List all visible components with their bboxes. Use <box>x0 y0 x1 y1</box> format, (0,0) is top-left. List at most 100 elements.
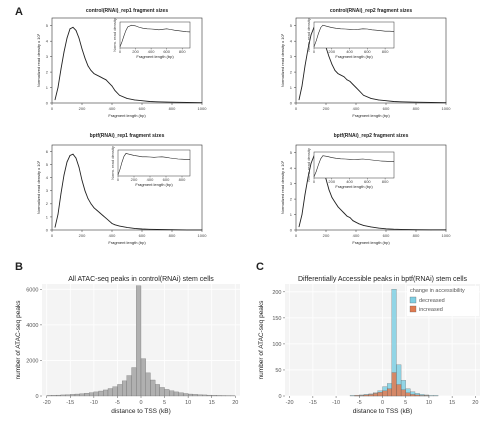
b-bar <box>216 395 222 397</box>
a2-point <box>349 81 351 82</box>
a1-point <box>105 79 107 81</box>
a4-xtick-label: 200 <box>323 233 330 238</box>
c-bar <box>387 388 392 397</box>
chart-b: All ATAC-seq peaks in control(RNAi) stem… <box>15 276 240 415</box>
c-xtick-label: 20 <box>472 400 478 406</box>
a1-point <box>141 100 143 102</box>
a2-ytick-label: 2 <box>290 69 293 74</box>
a2-point <box>310 34 312 36</box>
a1-series-line <box>54 26 203 104</box>
panel-label-a: A <box>15 6 23 18</box>
a2-point <box>346 79 348 81</box>
a2-point <box>378 99 379 101</box>
a4-xtick-label: 0 <box>295 233 298 238</box>
a2-inset-xtick-label: 600 <box>364 49 371 54</box>
b-bar <box>65 394 71 397</box>
a4-inset-xtick-label: 800 <box>382 179 389 184</box>
a2-inset-xtick-label: 0 <box>313 49 316 54</box>
b-bar <box>98 390 104 397</box>
a3-point <box>186 229 188 231</box>
a3-point <box>93 207 95 209</box>
a3-point <box>75 157 77 159</box>
a3-ytick-label: 2 <box>46 201 49 206</box>
b-xtick-label: 5 <box>163 400 166 406</box>
a4-inset-xtick-label: 600 <box>364 179 371 184</box>
a2-inset-xtick-label: 400 <box>346 49 353 54</box>
b-bar <box>122 380 127 397</box>
a2-ylabel: Normalized read density x 10³ <box>280 33 285 87</box>
a4-point <box>325 178 327 180</box>
a1-inset-xtick-label: 800 <box>179 49 186 54</box>
a3-point <box>99 212 101 214</box>
c-bar <box>433 395 439 397</box>
c-xtick-label: 5 <box>404 400 407 406</box>
b-xtick-label: -5 <box>115 400 120 406</box>
c-legend-swatch <box>409 305 417 313</box>
a2-inset-xtick-label: 800 <box>382 49 389 54</box>
a3-inset-ylabel: Norm. read density <box>110 146 115 180</box>
a1-point <box>102 77 104 79</box>
b-bar <box>164 389 170 397</box>
a2-point <box>355 87 357 88</box>
a3-point <box>201 229 203 231</box>
a1-ylabel: Normalized read density x 10³ <box>36 33 41 87</box>
panel-label-c: C <box>256 261 264 273</box>
a4-point <box>415 229 417 231</box>
b-bar <box>178 392 184 397</box>
a4-ytick-label: 5 <box>290 150 293 155</box>
a2-point <box>340 74 342 76</box>
a1-inset-xtick-label: 200 <box>132 49 139 54</box>
a4-ytick-label: 3 <box>290 181 293 186</box>
a4-ytick-label: 0 <box>290 227 293 232</box>
a1-inset-frame <box>119 21 191 49</box>
a3-point <box>78 166 80 168</box>
a1-point <box>171 101 173 103</box>
c-xlabel: distance to TSS (kB) <box>353 408 413 415</box>
a4-point <box>343 212 345 214</box>
a1-point <box>57 87 59 88</box>
a2-point <box>307 48 309 50</box>
c-title: Differentially Accessible peaks in bptf(… <box>298 276 468 283</box>
a3-point <box>60 193 62 194</box>
b-bar <box>145 372 151 397</box>
a4-xtick-label: 1000 <box>442 233 452 238</box>
a3-point <box>57 213 59 215</box>
a2-xtick-label: 400 <box>353 106 360 111</box>
c-legend-box <box>407 286 479 316</box>
a2-point <box>370 98 372 99</box>
c-bar <box>359 395 365 397</box>
a1-xtick-label: 800 <box>169 106 176 111</box>
b-bar <box>169 390 175 397</box>
c-ytick-label: 200 <box>272 290 281 296</box>
a1-inset-xtick-label: 400 <box>148 49 155 54</box>
a4-point <box>349 217 351 218</box>
a4-inset-line <box>313 155 395 177</box>
a2-xtick-label: 0 <box>295 106 298 111</box>
a1-point <box>81 48 83 50</box>
a2-title: control(RNAi)_rep2 fragment sizes <box>330 8 412 14</box>
c-bar <box>354 395 360 397</box>
b-bar <box>206 394 212 397</box>
a3-xlabel: Fragment length (bp) <box>108 240 146 245</box>
a3-inset-xtick-label: 600 <box>163 177 170 182</box>
a1-title: control(RNAi)_rep1 fragment sizes <box>86 8 168 14</box>
a4-xtick-label: 600 <box>383 233 390 238</box>
a4-point <box>358 223 360 225</box>
a1-point <box>60 68 62 70</box>
b-bar <box>79 393 85 397</box>
a4-point <box>352 220 354 222</box>
a4-ytick-label: 4 <box>290 166 293 171</box>
a1-inset-line <box>119 24 191 47</box>
a3-ytick-label: 0 <box>46 227 49 232</box>
a2-point <box>352 84 354 85</box>
c-ytick-label: 100 <box>272 342 281 348</box>
a3-point <box>134 228 135 229</box>
b-ytick-label: 2000 <box>26 358 38 364</box>
a2-point <box>328 56 330 57</box>
a4-point <box>346 215 348 217</box>
a2-xtick-label: 1000 <box>442 106 452 111</box>
a3-point <box>81 179 83 181</box>
a1-xlabel: Fragment length (bp) <box>108 113 146 118</box>
a4-point <box>430 229 432 231</box>
